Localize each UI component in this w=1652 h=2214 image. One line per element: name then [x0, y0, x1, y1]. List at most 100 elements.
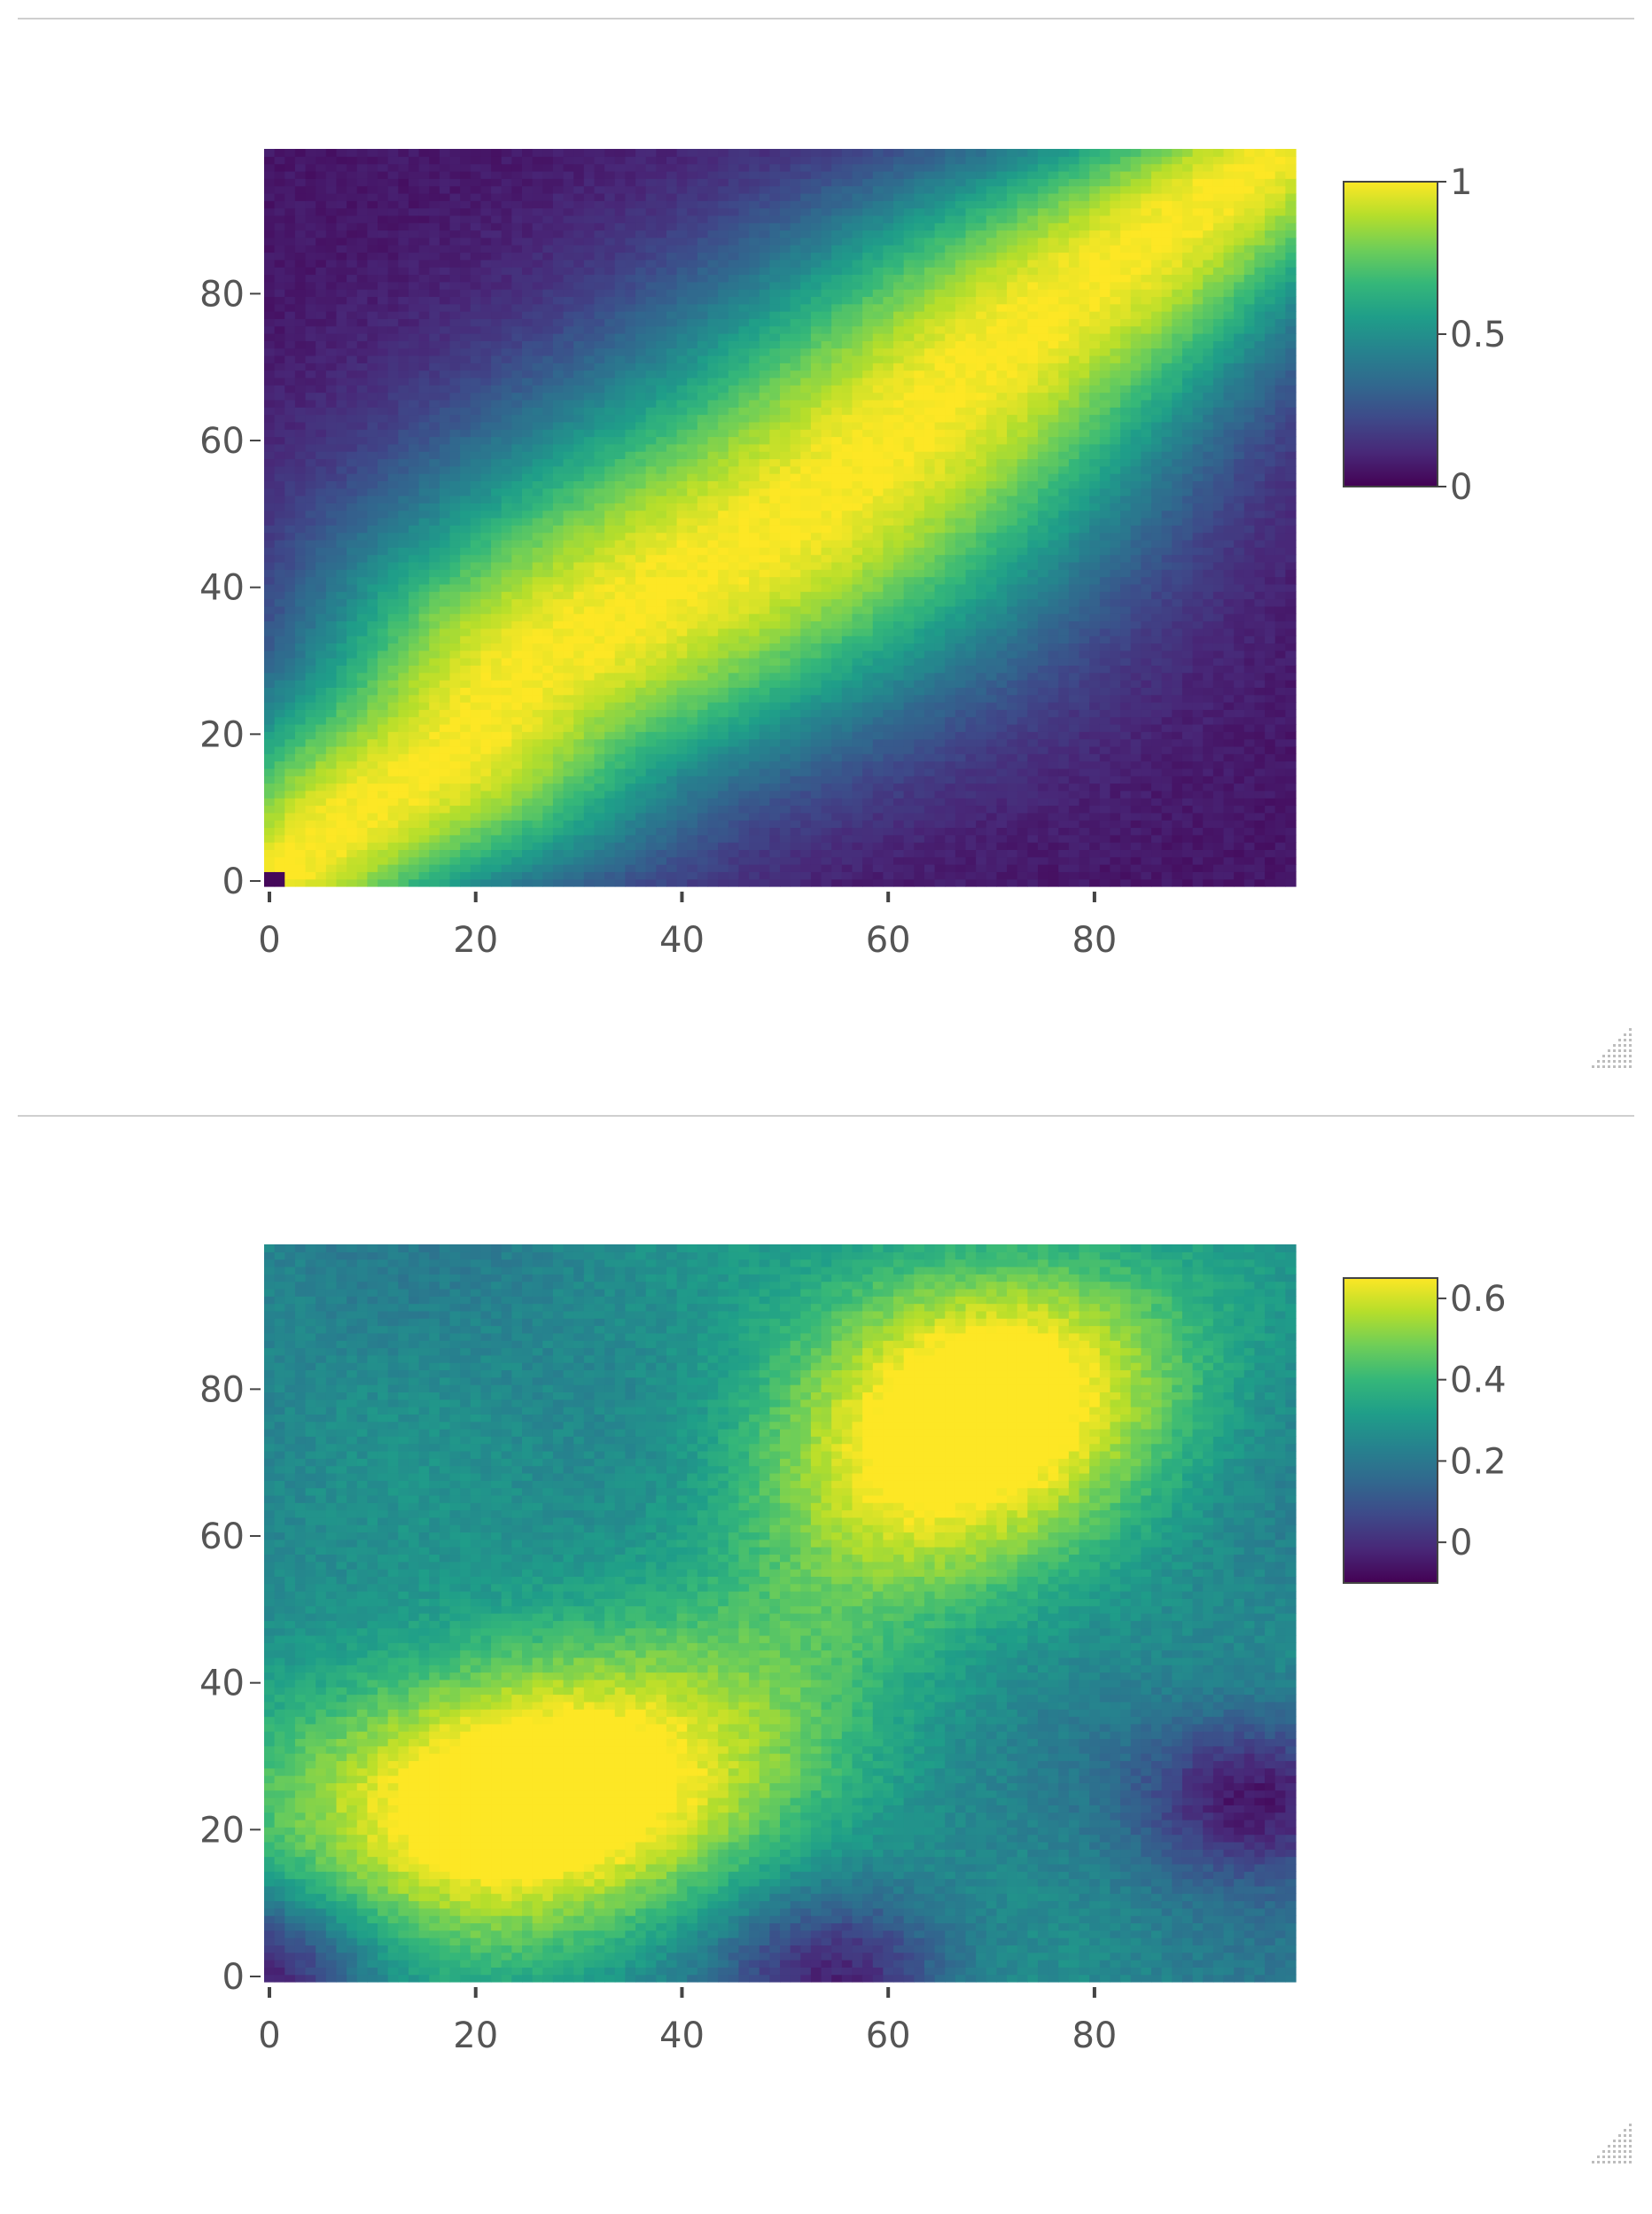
heatmap-cell	[594, 399, 605, 408]
heatmap-cell	[398, 480, 409, 489]
heatmap-cell	[387, 760, 399, 769]
heatmap-cell	[522, 281, 534, 290]
heatmap-cell	[573, 399, 585, 408]
heatmap-cell	[356, 871, 368, 880]
heatmap-cell	[367, 834, 378, 843]
heatmap-cell	[718, 878, 729, 887]
heatmap-cell	[542, 539, 554, 548]
heatmap-cell	[542, 790, 554, 799]
heatmap-cell	[749, 192, 760, 201]
heatmap-cell	[480, 753, 492, 762]
heatmap-cell	[532, 628, 543, 636]
heatmap-cell	[728, 702, 740, 710]
heatmap-cell	[501, 377, 512, 386]
heatmap-cell	[697, 237, 709, 246]
heatmap-cell	[347, 267, 358, 276]
heatmap-cell	[449, 665, 461, 674]
heatmap-cell	[666, 407, 678, 416]
heatmap-cell	[749, 267, 760, 276]
heatmap-cell	[284, 628, 296, 636]
heatmap-cell	[325, 178, 338, 187]
heatmap-cell	[728, 465, 740, 474]
heatmap-cell	[460, 716, 471, 725]
heatmap-cell	[563, 230, 574, 238]
heatmap-cell	[522, 414, 534, 423]
heatmap-cell	[491, 214, 503, 223]
heatmap-cell	[418, 878, 430, 887]
heatmap-cell	[418, 554, 430, 563]
heatmap-cell	[501, 554, 512, 563]
heatmap-cell	[511, 465, 523, 474]
heatmap-cell	[676, 340, 688, 349]
heatmap-cell	[666, 783, 678, 791]
heatmap-cell	[408, 414, 420, 423]
heatmap-cell	[408, 503, 420, 511]
heatmap-cell	[305, 340, 316, 349]
heatmap-cell	[614, 525, 626, 534]
heatmap-cell	[614, 480, 626, 489]
heatmap-cell	[305, 820, 316, 829]
heatmap-cell	[614, 311, 626, 319]
heatmap-cell	[625, 163, 636, 172]
heatmap-cell	[325, 760, 338, 769]
heatmap-cell	[511, 399, 523, 408]
heatmap-cell	[347, 856, 358, 865]
heatmap-cell	[398, 163, 409, 172]
heatmap-cell	[367, 702, 378, 710]
heatmap-cell	[676, 156, 688, 165]
heatmap-cell	[666, 643, 678, 651]
heatmap-cell	[666, 672, 678, 681]
heatmap-cell	[387, 790, 399, 799]
heatmap-cell	[274, 185, 285, 194]
heatmap-cell	[274, 768, 285, 776]
heatmap-cell	[759, 864, 770, 872]
heatmap-cell	[573, 192, 585, 201]
heatmap-cell	[552, 436, 565, 445]
heatmap-cell	[532, 849, 543, 858]
heatmap-cell	[769, 214, 781, 223]
heatmap-cell	[264, 834, 276, 843]
heatmap-cell	[759, 325, 770, 334]
heatmap-cell	[460, 473, 471, 481]
heatmap-cell	[305, 318, 316, 327]
heatmap-cell	[449, 702, 461, 710]
heatmap-cell	[470, 658, 482, 666]
heatmap-cell	[356, 525, 368, 534]
heatmap-cell	[305, 591, 316, 600]
heatmap-cell	[491, 613, 503, 622]
heatmap-cell	[645, 207, 657, 216]
heatmap-cell	[697, 680, 709, 688]
heatmap-cell	[522, 776, 534, 784]
heatmap-cell	[491, 503, 503, 511]
heatmap-cell	[625, 760, 636, 769]
heatmap-cell	[687, 745, 698, 754]
heatmap-cell	[367, 370, 378, 378]
heatmap-cell	[367, 163, 378, 172]
heatmap-cell	[356, 760, 368, 769]
heatmap-cell	[284, 355, 296, 363]
heatmap-cell	[522, 392, 534, 401]
heatmap-cell	[583, 569, 596, 578]
heatmap-cell	[604, 436, 616, 445]
heatmap-cell	[769, 650, 781, 659]
heatmap-cell	[728, 333, 740, 341]
heatmap-cell	[676, 583, 688, 592]
heatmap-cell	[325, 812, 338, 821]
heatmap-cell	[687, 776, 698, 784]
heatmap-cell	[769, 385, 781, 394]
heatmap-cell	[316, 576, 327, 585]
heatmap-cell	[347, 495, 358, 503]
heatmap-cell	[347, 274, 358, 283]
heatmap-cell	[398, 532, 409, 541]
heatmap-cell	[284, 702, 296, 710]
heatmap-cell	[707, 465, 719, 474]
heatmap-cell	[718, 355, 729, 363]
heatmap-cell	[387, 414, 399, 423]
heatmap-cell	[398, 805, 409, 814]
heatmap-cell	[697, 547, 709, 556]
heatmap-cell	[305, 753, 316, 762]
heatmap-cell	[347, 451, 358, 460]
heatmap-cell	[367, 687, 378, 696]
heatmap-cell	[347, 192, 358, 201]
heatmap-cell	[707, 170, 719, 179]
